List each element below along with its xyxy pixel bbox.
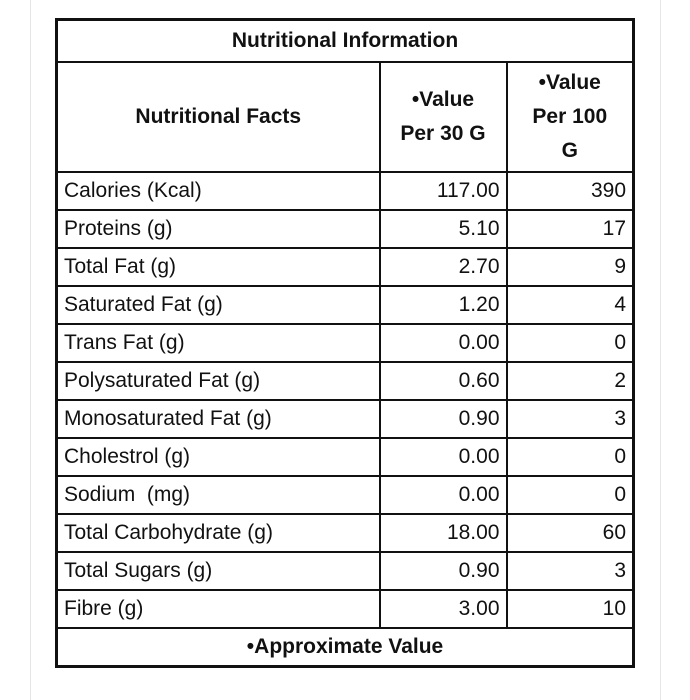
data-row: Fibre (g) 3.00 10 <box>55 589 635 629</box>
data-row: Polysaturated Fat (g) 0.60 2 <box>55 361 635 401</box>
nutrient-value: 390 <box>505 171 635 211</box>
data-row: Cholestrol (g) 0.00 0 <box>55 437 635 477</box>
nutrient-name: Calories (Kcal) <box>55 171 381 211</box>
nutrient-name: Total Fat (g) <box>55 247 381 287</box>
nutrition-table: Nutritional Information Nutritional Fact… <box>55 18 636 668</box>
header-cell: Nutritional Facts <box>55 61 381 173</box>
nutrient-value: 60 <box>505 513 635 553</box>
data-row: Proteins (g) 5.10 17 <box>55 209 635 249</box>
header-row: Nutritional Facts •Value Per 30 G •Value P… <box>55 61 635 173</box>
nutrient-value: 2.70 <box>378 247 508 287</box>
data-row: Saturated Fat (g) 1.20 4 <box>55 285 635 325</box>
title-row: Nutritional Information <box>55 18 635 63</box>
data-row: Total Sugars (g) 0.90 3 <box>55 551 635 591</box>
data-row: Total Carbohydrate (g) 18.00 60 <box>55 513 635 553</box>
nutrient-name: Total Carbohydrate (g) <box>55 513 381 553</box>
table-body: Nutritional Information Nutritional Fact… <box>55 18 635 668</box>
nutrient-value: 0.90 <box>378 399 508 439</box>
nutrient-value: 0 <box>505 475 635 515</box>
nutrient-value: 17 <box>505 209 635 249</box>
nutrient-value: 0.60 <box>378 361 508 401</box>
nutrient-value: 3 <box>505 551 635 591</box>
nutrient-value: 0.00 <box>378 475 508 515</box>
nutrient-value: 0.00 <box>378 437 508 477</box>
sheet-gridline <box>660 0 661 700</box>
data-row: Total Fat (g) 2.70 9 <box>55 247 635 287</box>
nutrient-value: 4 <box>505 285 635 325</box>
nutrient-name: Saturated Fat (g) <box>55 285 381 325</box>
nutrient-value: 5.10 <box>378 209 508 249</box>
nutrient-name: Polysaturated Fat (g) <box>55 361 381 401</box>
nutrient-value: 0.00 <box>378 323 508 363</box>
table-title: Nutritional Information <box>55 18 635 63</box>
nutrient-value: 1.20 <box>378 285 508 325</box>
data-row: Sodium (mg) 0.00 0 <box>55 475 635 515</box>
data-row: Calories (Kcal) 117.00 390 <box>55 171 635 211</box>
nutrient-value: 2 <box>505 361 635 401</box>
nutrient-value: 117.00 <box>378 171 508 211</box>
nutrient-value: 3 <box>505 399 635 439</box>
nutrient-value: 0.90 <box>378 551 508 591</box>
footnote-row: •Approximate Value <box>55 627 635 668</box>
nutrient-name: Trans Fat (g) <box>55 323 381 363</box>
header-cell: •Value Per 100 G <box>505 61 635 173</box>
nutrient-value: 10 <box>505 589 635 629</box>
footnote: •Approximate Value <box>55 627 635 668</box>
nutrient-name: Proteins (g) <box>55 209 381 249</box>
nutrient-name: Fibre (g) <box>55 589 381 629</box>
header-cell: •Value Per 30 G <box>378 61 508 173</box>
nutrient-name: Sodium (mg) <box>55 475 381 515</box>
nutrient-value: 3.00 <box>378 589 508 629</box>
nutrient-name: Cholestrol (g) <box>55 437 381 477</box>
data-row: Monosaturated Fat (g) 0.90 3 <box>55 399 635 439</box>
nutrient-name: Monosaturated Fat (g) <box>55 399 381 439</box>
nutrient-value: 0 <box>505 323 635 363</box>
sheet-gridline <box>30 0 31 700</box>
nutrient-value: 0 <box>505 437 635 477</box>
nutrient-name: Total Sugars (g) <box>55 551 381 591</box>
nutrient-value: 9 <box>505 247 635 287</box>
data-row: Trans Fat (g) 0.00 0 <box>55 323 635 363</box>
nutrient-value: 18.00 <box>378 513 508 553</box>
